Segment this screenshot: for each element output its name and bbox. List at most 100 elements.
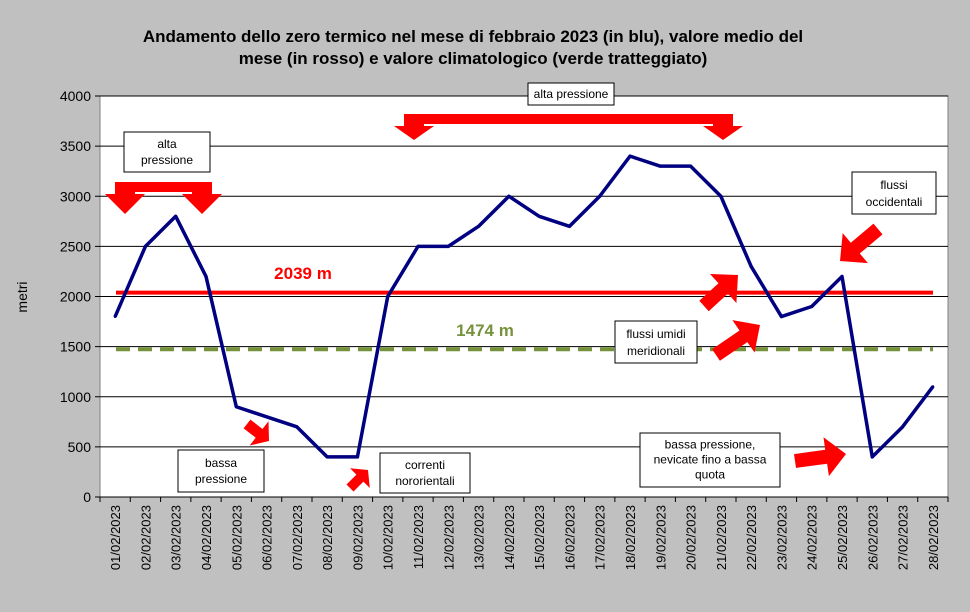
annotation-text: bassa: [205, 456, 237, 470]
annotation-text: alta pressione: [534, 87, 609, 101]
data-point: [265, 415, 269, 419]
x-tick-label: 10/02/2023: [381, 505, 396, 570]
y-tick-label: 2500: [60, 238, 91, 254]
x-tick-label: 22/02/2023: [744, 505, 759, 570]
annotation-box-alta-pressione-1: [123, 131, 211, 173]
series-line: [113, 154, 935, 459]
data-point: [355, 455, 359, 459]
x-tick-label: 21/02/2023: [714, 505, 729, 570]
x-tick-label: 26/02/2023: [865, 505, 880, 570]
y-tick-label: 1000: [60, 389, 91, 405]
annotation-box-bassa-pressione-1: [177, 449, 265, 493]
y-tick-label: 4000: [60, 88, 91, 104]
arrow-flussi-umidi-2: [712, 320, 760, 361]
data-point: [507, 194, 511, 198]
annotation-text: bassa pressione,: [665, 438, 756, 452]
y-tick-label: 3500: [60, 138, 91, 154]
y-tick-label: 2000: [60, 289, 91, 305]
x-tick-label: 02/02/2023: [138, 505, 153, 570]
x-tick-label: 25/02/2023: [835, 505, 850, 570]
x-tick-label: 17/02/2023: [593, 505, 608, 570]
data-point: [901, 425, 905, 429]
x-tick-label: 07/02/2023: [290, 505, 305, 570]
data-point: [174, 214, 178, 218]
bracket-arrow-2: [394, 114, 743, 140]
arrow-flussi-umidi-1: [699, 274, 738, 312]
x-tick-label: 23/02/2023: [774, 505, 789, 570]
x-tick-label: 20/02/2023: [684, 505, 699, 570]
data-point: [779, 315, 783, 319]
data-point: [870, 455, 874, 459]
arrow-bassa-pressione: [243, 419, 269, 446]
annotation-box-alta-pressione-2: [527, 82, 615, 106]
annotation-text: quota: [695, 468, 725, 482]
data-point: [931, 385, 935, 389]
y-tick-label: 1500: [60, 339, 91, 355]
data-point: [295, 425, 299, 429]
x-tick-label: 03/02/2023: [169, 505, 184, 570]
y-tick-label: 3000: [60, 188, 91, 204]
annotation-text: flussi: [880, 178, 907, 192]
mean-label: 2039 m: [274, 264, 332, 283]
x-tick-label: 16/02/2023: [562, 505, 577, 570]
data-point: [810, 305, 814, 309]
bracket-arrow-1: [105, 182, 222, 214]
data-point: [113, 315, 117, 319]
data-point: [840, 274, 844, 278]
data-point: [416, 244, 420, 248]
data-point: [446, 244, 450, 248]
data-point: [598, 194, 602, 198]
x-tick-label: 19/02/2023: [653, 505, 668, 570]
x-tick-label: 08/02/2023: [320, 505, 335, 570]
arrow-bassa-pressione-2: [794, 437, 846, 477]
annotation-box-correnti: [379, 452, 471, 494]
data-point: [719, 194, 723, 198]
annotation-box-bassa-pressione-2: [639, 432, 781, 488]
data-point: [234, 405, 238, 409]
x-tick-label: 14/02/2023: [502, 505, 517, 570]
x-tick-label: 01/02/2023: [108, 505, 123, 570]
x-tick-label: 28/02/2023: [926, 505, 941, 570]
x-tick-label: 24/02/2023: [805, 505, 820, 570]
data-point: [386, 295, 390, 298]
annotation-text: pressione: [141, 153, 193, 167]
annotation-text: occidentali: [866, 195, 923, 209]
annotation-box-flussi-umidi: [614, 320, 698, 364]
x-tick-label: 13/02/2023: [472, 505, 487, 570]
x-tick-label: 11/02/2023: [411, 505, 426, 569]
x-tick-label: 09/02/2023: [350, 505, 365, 570]
data-point: [749, 264, 753, 268]
chart-title: mese (in rosso) e valore climatologico (…: [239, 49, 708, 68]
data-point: [689, 164, 693, 168]
annotation-box-flussi-occidentali: [851, 171, 937, 215]
x-tick-label: 06/02/2023: [260, 505, 275, 570]
chart-title: Andamento dello zero termico nel mese di…: [143, 27, 803, 46]
data-point: [204, 274, 208, 278]
x-tick-label: 15/02/2023: [532, 505, 547, 570]
x-tick-label: 04/02/2023: [199, 505, 214, 570]
annotation-text: correnti: [405, 458, 445, 472]
x-tick-label: 27/02/2023: [896, 505, 911, 570]
arrow-correnti: [346, 468, 370, 492]
annotation-text: meridionali: [627, 344, 685, 358]
annotation-text: flussi umidi: [626, 327, 685, 341]
data-point: [143, 244, 147, 248]
x-tick-label: 05/02/2023: [229, 505, 244, 570]
data-point: [537, 214, 541, 218]
x-tick-label: 12/02/2023: [441, 505, 456, 570]
climatological-label: 1474 m: [456, 321, 514, 340]
x-tick-label: 18/02/2023: [623, 505, 638, 570]
y-axis-label: metri: [14, 281, 30, 312]
y-tick-label: 0: [83, 489, 91, 505]
data-point: [325, 455, 329, 459]
data-point: [477, 224, 481, 228]
annotation-text: nororientali: [395, 474, 454, 488]
data-point: [658, 164, 662, 168]
data-point: [628, 154, 632, 158]
arrow-flussi-occidentali: [840, 223, 883, 264]
annotation-text: nevicate fino a bassa: [654, 453, 767, 467]
annotation-text: pressione: [195, 472, 247, 486]
y-tick-label: 500: [68, 439, 92, 455]
